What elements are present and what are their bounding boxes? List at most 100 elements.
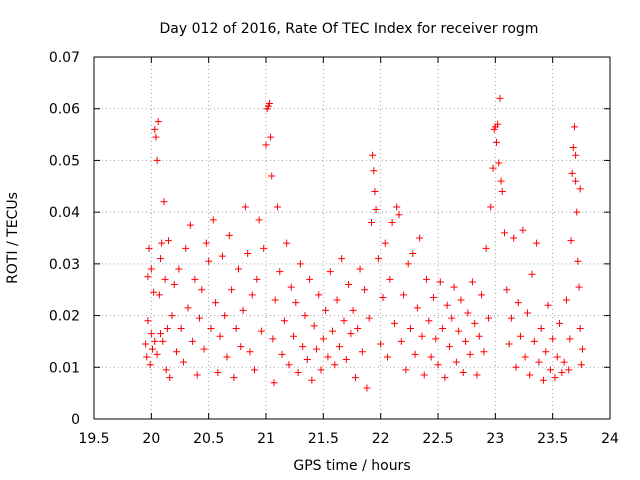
data-point [331,361,339,369]
data-point [158,239,166,247]
data-point [214,368,222,376]
data-point [216,332,224,340]
data-point [345,281,353,289]
data-point [251,366,259,374]
data-point [237,343,245,351]
y-axis-label: ROTI / TECUs [5,192,21,284]
data-point [427,353,435,361]
data-point [475,332,483,340]
data-point [146,361,154,369]
data-point [429,293,437,301]
data-point [221,312,229,320]
data-point [184,304,192,312]
data-point [432,335,440,343]
data-point [228,286,236,294]
y-tick-label: 0.07 [49,50,80,66]
data-point [287,283,295,291]
y-tick-label: 0.02 [49,309,80,325]
data-point [351,374,359,382]
data-point [218,252,226,260]
data-point [379,293,387,301]
data-point [292,299,300,307]
data-point [523,309,531,317]
data-point [225,231,233,239]
data-point [576,325,584,332]
data-point [560,358,568,366]
data-point [413,304,421,312]
data-point [271,296,279,304]
data-point [182,244,190,252]
data-point [478,291,486,299]
x-tick-label: 21 [257,431,275,447]
data-point [312,345,320,353]
data-point [468,278,476,286]
data-point [471,319,479,327]
data-point [354,325,362,332]
data-point [462,337,470,345]
data-point [496,94,504,102]
data-point [495,159,503,167]
data-point [223,353,231,361]
data-point [416,234,424,242]
x-tick-label: 23 [486,431,504,447]
data-point [569,144,577,151]
data-point [168,312,176,320]
data-point [372,206,380,214]
data-point [198,286,206,294]
data-point [566,335,574,343]
y-tick-label: 0.04 [49,205,80,221]
data-point [361,286,369,294]
data-point [143,353,151,361]
data-point [153,156,161,164]
data-point [418,332,426,340]
data-point [443,301,451,309]
data-point [338,255,346,263]
y-tick-label: 0.05 [49,153,80,169]
data-point [487,203,495,211]
data-point [492,138,500,146]
y-tick-label: 0.06 [49,102,80,118]
data-point [329,327,337,335]
data-point [553,353,561,361]
data-point [262,141,270,149]
data-point [409,250,417,258]
data-point [347,330,355,338]
data-point [556,319,564,327]
data-point [578,345,586,353]
data-point [539,376,547,384]
data-point [319,335,327,343]
data-point [299,343,307,351]
data-point [393,203,401,211]
data-point [395,211,403,219]
data-point [574,257,582,265]
data-point [151,337,159,345]
data-point [402,366,410,374]
data-point [144,317,152,325]
data-point [567,237,575,245]
x-tick-label: 22 [372,431,390,447]
data-point [166,374,174,382]
data-point [273,203,281,211]
data-point [276,268,284,276]
data-point [576,185,584,193]
data-point [315,291,323,299]
data-point [441,374,449,382]
data-point [301,312,309,320]
y-tick-label: 0.03 [49,257,80,273]
data-point [573,208,581,216]
data-point [151,125,159,133]
data-point [542,348,550,356]
data-point [193,371,201,379]
data-point [148,345,156,353]
data-point [150,288,158,296]
data-point [526,371,534,379]
data-point [270,379,278,387]
data-point [455,327,463,335]
data-point [326,268,334,276]
data-point [544,301,552,309]
data-point [152,133,160,141]
data-point [333,296,341,304]
data-point [253,275,261,283]
data-point [489,164,497,172]
